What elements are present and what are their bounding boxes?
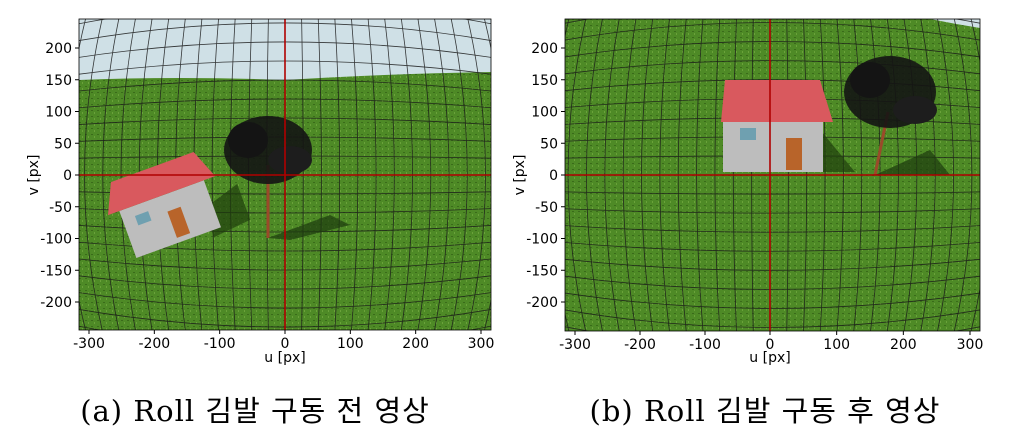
caption-b: (b) Roll 김발 구동 후 영상 bbox=[589, 394, 941, 428]
y-tick-label: -100 bbox=[526, 232, 558, 248]
house bbox=[721, 80, 855, 172]
y-tick-label: 200 bbox=[45, 41, 72, 57]
y-tick-label: -50 bbox=[49, 200, 72, 216]
house bbox=[108, 152, 251, 258]
y-tick-label: 0 bbox=[63, 168, 72, 184]
y-tick-label: 200 bbox=[531, 41, 558, 57]
grid-line bbox=[565, 208, 980, 214]
x-tick-label: 200 bbox=[890, 337, 917, 353]
x-tick-label: -300 bbox=[559, 337, 591, 353]
y-tick-label: 100 bbox=[531, 105, 558, 121]
x-tick-label: -200 bbox=[138, 336, 170, 352]
y-axis-label: v [px] bbox=[512, 155, 528, 196]
y-tick-label: -50 bbox=[535, 200, 558, 216]
y-tick-label: -200 bbox=[40, 295, 72, 311]
x-tick-label: 0 bbox=[766, 337, 775, 353]
grid-line bbox=[565, 242, 980, 252]
grid-line bbox=[565, 275, 980, 290]
x-tick-label: -100 bbox=[689, 337, 721, 353]
y-tick-label: 0 bbox=[549, 168, 558, 184]
x-tick-labels: -300 -200 -100 0 100 200 300 bbox=[559, 331, 983, 353]
x-tick-labels: -300 -200 -100 0 100 200 300 bbox=[73, 330, 494, 352]
y-tick-label: 150 bbox=[45, 73, 72, 89]
x-tick-label: -100 bbox=[204, 336, 236, 352]
x-axis-label: u [px] bbox=[749, 350, 790, 366]
x-axis-label: u [px] bbox=[264, 350, 305, 366]
x-tick-label: 200 bbox=[402, 336, 429, 352]
y-tick-label: 50 bbox=[54, 136, 72, 152]
x-tick-label: 300 bbox=[468, 336, 495, 352]
panel-a: -300 -200 -100 0 100 200 300 200 150 100 50 0 -50 -1… bbox=[26, 18, 494, 428]
grid-line bbox=[565, 191, 980, 195]
grid-line bbox=[565, 292, 980, 309]
x-tick-label: 100 bbox=[823, 337, 850, 353]
y-tick-label: 50 bbox=[540, 136, 558, 152]
x-tick-label: -200 bbox=[624, 337, 656, 353]
y-tick-label: -200 bbox=[526, 295, 558, 311]
x-tick-label: 100 bbox=[337, 336, 364, 352]
y-axis-label: v [px] bbox=[26, 155, 42, 196]
grid-line bbox=[565, 258, 980, 271]
tree bbox=[224, 116, 350, 240]
y-tick-labels: 200 150 100 50 0 -50 -100 -150 -200 bbox=[40, 41, 79, 311]
plot-a: -300 -200 -100 0 100 200 300 200 150 100 50 0 -50 -1… bbox=[26, 18, 494, 366]
grid-line bbox=[565, 309, 980, 328]
x-tick-label: 300 bbox=[957, 337, 984, 353]
y-tick-label: -150 bbox=[40, 263, 72, 279]
grid-line bbox=[565, 41, 980, 58]
tree bbox=[844, 56, 950, 176]
x-tick-label: 0 bbox=[281, 336, 290, 352]
grid-line bbox=[565, 225, 980, 233]
y-tick-labels: 200 150 100 50 0 -50 -100 -150 -200 bbox=[526, 41, 565, 311]
y-tick-label: -100 bbox=[40, 232, 72, 248]
grid-line bbox=[565, 22, 980, 41]
plot-b: -300 -200 -100 0 100 200 300 200 150 100 50 0 -50 -1… bbox=[512, 18, 1009, 366]
x-tick-label: -300 bbox=[73, 336, 105, 352]
y-tick-label: 100 bbox=[45, 105, 72, 121]
y-tick-label: -150 bbox=[526, 263, 558, 279]
caption-a: (a) Roll 김발 구동 전 영상 bbox=[80, 394, 430, 428]
grid-line bbox=[988, 19, 1009, 331]
panel-b: -300 -200 -100 0 100 200 300 200 150 100 50 0 -50 -1… bbox=[510, 0, 1020, 444]
y-tick-label: 150 bbox=[531, 73, 558, 89]
